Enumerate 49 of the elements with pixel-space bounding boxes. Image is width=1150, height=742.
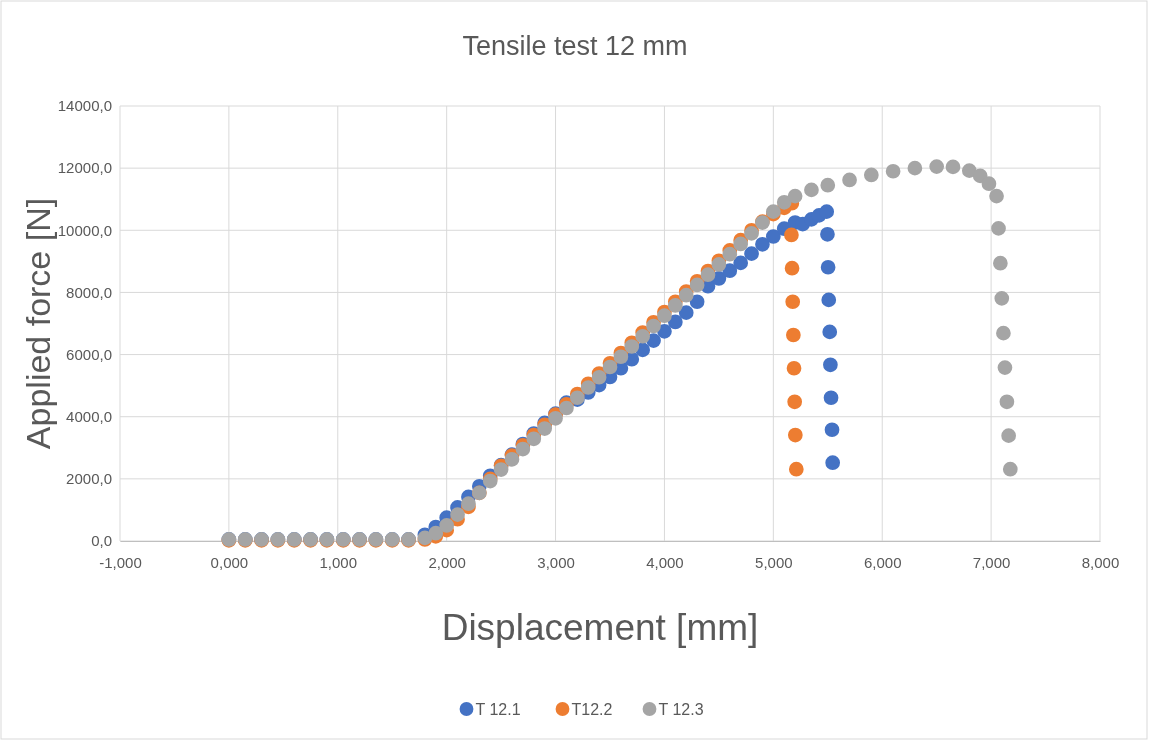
point <box>819 204 835 219</box>
x-tick-label: -1,000 <box>99 553 142 571</box>
point <box>689 294 705 310</box>
y-axis-title: Applied force [N] <box>19 197 57 450</box>
point <box>822 324 838 340</box>
point <box>785 294 801 310</box>
point <box>755 236 770 252</box>
point <box>784 227 799 243</box>
point <box>823 390 839 406</box>
x-tick-label: 2,000 <box>428 553 466 571</box>
x-tick-label: 7,000 <box>972 553 1011 571</box>
x-tick-label: 3,000 <box>537 553 575 571</box>
y-tick-label: 8000,0 <box>66 283 112 301</box>
point <box>733 255 749 271</box>
y-tick-label: 10000,0 <box>57 221 112 239</box>
point <box>788 461 804 477</box>
point <box>784 260 800 276</box>
x-tick-label: 8,000 <box>1081 553 1120 571</box>
point <box>786 327 801 343</box>
x-tick-label: 6,000 <box>863 553 902 571</box>
y-tick-label: 0,0 <box>91 532 112 550</box>
point <box>786 360 802 376</box>
x-tick-label: 4,000 <box>646 553 684 571</box>
point <box>787 394 803 410</box>
point <box>821 292 837 308</box>
point <box>825 455 841 471</box>
y-tick-label: 2000,0 <box>66 470 112 488</box>
point <box>667 314 683 330</box>
point <box>820 259 836 275</box>
point <box>820 226 835 242</box>
legend-label: T 12.1 <box>475 701 521 718</box>
y-tick-label: 12000,0 <box>57 159 112 177</box>
chart-title: Tensile test 12 mm <box>462 31 688 61</box>
point <box>823 357 838 373</box>
y-tick-label: 6000,0 <box>66 345 112 363</box>
y-tick-label: 4000,0 <box>66 408 112 426</box>
x-tick-label: 0,000 <box>210 553 249 571</box>
point <box>824 422 840 438</box>
point <box>744 246 759 261</box>
y-tick-label: 14000,0 <box>57 97 112 115</box>
x-tick-label: 5,000 <box>755 553 793 571</box>
x-tick-label: 1,000 <box>319 553 358 571</box>
point <box>657 323 672 339</box>
point <box>678 305 694 320</box>
point <box>787 427 803 443</box>
legend-label: T 12.3 <box>658 701 704 718</box>
point <box>765 229 781 244</box>
legend-label: T12.2 <box>571 701 613 718</box>
x-axis-title: Displacement [mm] <box>441 607 759 648</box>
